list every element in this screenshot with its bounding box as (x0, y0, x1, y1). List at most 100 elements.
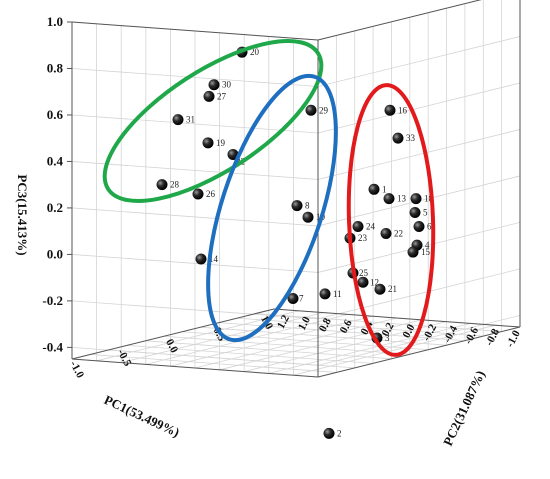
floor-grid-line (218, 322, 465, 342)
floor-grid-line (237, 317, 484, 337)
data-point: 30 (208, 79, 232, 91)
point-marker (195, 253, 207, 265)
point-label: 23 (358, 233, 368, 243)
data-point: 19 (202, 137, 226, 149)
data-point: 27 (203, 90, 227, 102)
x-axis-label: PC1(53.499%) (102, 392, 182, 440)
point-label: 28 (170, 180, 180, 190)
data-point: 13 (383, 193, 407, 205)
x-tick-label: 0.0 (163, 337, 180, 355)
data-point: 1 (368, 183, 387, 195)
point-marker (384, 104, 396, 116)
point-label: 21 (388, 284, 397, 294)
z-tick-label: 1.0 (47, 14, 63, 29)
data-point: 31 (172, 114, 195, 126)
point-label: 12 (370, 277, 379, 287)
z-tick-label: 0.6 (47, 107, 64, 122)
z-tick-label: 0.8 (47, 60, 64, 75)
point-marker (156, 179, 168, 191)
point-label: 30 (222, 80, 232, 90)
point-marker (192, 188, 204, 200)
data-point: 8 (291, 200, 310, 212)
point-marker (368, 183, 380, 195)
floor-grid-line (194, 317, 398, 369)
floor-grid-line (96, 310, 299, 362)
z-tick-label: 0.4 (47, 153, 64, 168)
y-tick-label: 0.8 (317, 316, 334, 334)
data-point: 2 (323, 427, 342, 439)
floor-grid-line (108, 349, 355, 369)
point-label: 31 (186, 115, 195, 125)
grid-line (71, 129, 521, 180)
point-marker (352, 220, 364, 232)
data-point: 14 (195, 253, 219, 265)
point-label: 26 (206, 189, 216, 199)
group-ellipse (346, 83, 436, 357)
data-point: 6 (413, 220, 432, 232)
point-marker (323, 427, 335, 439)
point-marker (291, 200, 303, 212)
point-label: 15 (421, 247, 431, 257)
point-marker (413, 220, 425, 232)
point-label: 5 (423, 208, 428, 218)
grid-line (71, 0, 482, 41)
point-label: 14 (209, 254, 219, 264)
point-marker (203, 90, 215, 102)
point-label: 2 (337, 428, 342, 438)
point-marker (410, 193, 422, 205)
point-label: 3 (385, 333, 390, 343)
frame-edge (71, 21, 319, 41)
point-label: 25 (359, 268, 369, 278)
y-tick-label: -1.0 (504, 328, 523, 349)
floor-grid-line (127, 344, 374, 364)
floor-grid-line (170, 315, 373, 367)
floor-grid-line (244, 321, 447, 372)
data-point: 15 (407, 246, 431, 258)
data-point: 7 (287, 293, 304, 305)
frame-edge (71, 358, 319, 378)
point-marker (305, 104, 317, 116)
y-tick-label: 0.2 (380, 320, 397, 338)
data-point: 24 (352, 220, 376, 232)
floor-grid-line (293, 324, 496, 376)
floor-grid-line (145, 340, 392, 360)
point-marker (407, 246, 419, 258)
point-label: 27 (217, 91, 227, 101)
frame-edge (317, 0, 482, 41)
data-point: 26 (192, 188, 216, 200)
y-tick-label: 1.2 (275, 313, 292, 331)
frame-edge (71, 308, 275, 360)
point-label: 1 (382, 184, 387, 194)
point-label: 6 (427, 221, 432, 231)
point-marker (380, 227, 392, 239)
point-marker (409, 207, 421, 219)
axes-frame (71, 0, 521, 378)
data-point: 22 (380, 227, 403, 239)
group-ellipses (102, 39, 436, 357)
data-point: 28 (156, 179, 180, 191)
x-tick-label: -1.0 (67, 359, 86, 380)
point-marker (383, 193, 395, 205)
data-point: 12 (357, 276, 379, 288)
frame-edge (317, 326, 521, 378)
data-point: 18 (410, 193, 434, 205)
data-point: 11 (319, 288, 342, 300)
point-label: 22 (394, 228, 403, 238)
point-marker (357, 276, 369, 288)
data-point: 25 (347, 267, 369, 279)
grid-line (71, 82, 521, 134)
group-ellipse (206, 73, 338, 343)
z-tick-label: 0.0 (47, 246, 63, 261)
y-tick-label: -0.8 (483, 326, 502, 347)
z-axis-label: PC3(15.413%) (15, 174, 30, 255)
point-marker (287, 293, 299, 305)
z-tick-label: 0.2 (47, 200, 63, 215)
point-label: 11 (333, 289, 342, 299)
grid (71, 0, 521, 378)
point-label: 13 (397, 194, 407, 204)
point-label: 8 (305, 201, 310, 211)
point-label: 20 (250, 47, 260, 57)
grid-line (71, 222, 521, 273)
